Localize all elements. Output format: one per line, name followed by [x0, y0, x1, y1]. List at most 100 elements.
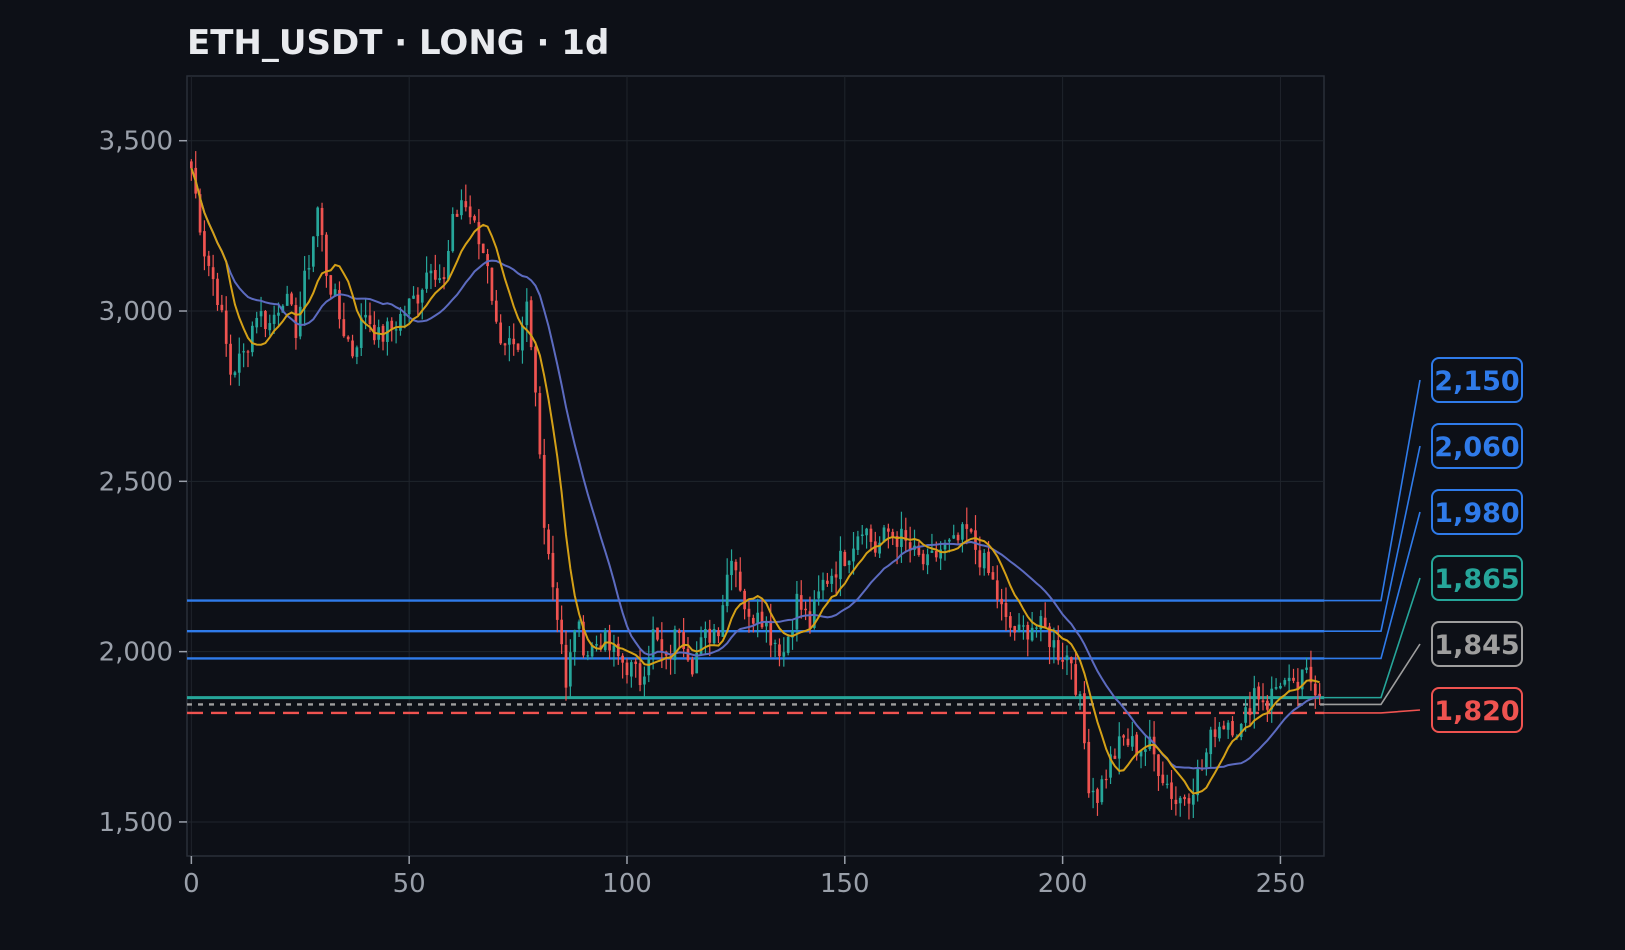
candle-body	[399, 314, 402, 331]
candle-body	[930, 550, 934, 553]
candle-up	[821, 572, 825, 602]
candle-up	[573, 629, 577, 666]
candle-down	[734, 559, 738, 588]
candle-up	[791, 619, 794, 650]
candle-body	[1187, 798, 1191, 804]
candle-down	[342, 302, 346, 338]
candle-body	[490, 267, 494, 301]
candle-down	[468, 195, 472, 225]
candle-down	[978, 536, 982, 576]
candle-up	[420, 288, 424, 320]
candle-down	[246, 349, 250, 368]
candle-down	[477, 209, 481, 260]
candle-body	[865, 528, 868, 536]
candle-body	[1000, 598, 1003, 605]
candle-body	[978, 550, 982, 568]
candle-down	[1008, 612, 1012, 637]
candle-up	[1117, 722, 1121, 775]
candle-down	[529, 296, 533, 351]
candle-body	[259, 311, 263, 317]
candle-body	[734, 561, 738, 571]
candle-body	[460, 200, 463, 216]
candle-up	[773, 639, 777, 658]
candle-up	[817, 575, 821, 606]
candle-down	[494, 290, 498, 324]
candle-body	[216, 278, 219, 306]
candle-body	[1017, 624, 1021, 632]
candle-body	[969, 529, 973, 532]
candle-down	[481, 243, 485, 254]
x-tick-label: 200	[1038, 869, 1088, 899]
candle-body	[1026, 624, 1030, 640]
candle-down	[1026, 621, 1030, 657]
candle-up	[233, 370, 237, 378]
candle-body	[320, 207, 324, 235]
candle-body	[255, 317, 259, 328]
candle-body	[612, 645, 616, 652]
candle-down	[616, 636, 620, 665]
candle-body	[1065, 655, 1069, 661]
plot-area	[186, 75, 1325, 857]
candle-body	[765, 621, 768, 627]
x-tick-label: 150	[820, 869, 870, 899]
candle-body	[690, 659, 694, 675]
candle-body	[782, 652, 786, 657]
candle-up	[1218, 722, 1221, 742]
candle-body	[355, 347, 359, 357]
candle-up	[952, 524, 956, 540]
candle-down	[826, 572, 829, 587]
candle-down	[743, 588, 746, 620]
y-tick-label: 3,500	[99, 127, 173, 157]
candle-body	[921, 553, 925, 565]
candle-up	[447, 239, 450, 282]
level-label-box-tp1	[1431, 489, 1523, 535]
candle-body	[1013, 626, 1017, 633]
candle-up	[712, 623, 716, 646]
candle-body	[547, 529, 550, 555]
candle-up	[730, 549, 733, 591]
candle-up	[1196, 759, 1200, 802]
candle-up	[982, 549, 986, 576]
candle-body	[290, 293, 293, 305]
candle-body	[751, 617, 755, 624]
level-connector-tp3	[1324, 379, 1421, 602]
candle-down	[1213, 717, 1217, 748]
candle-body	[965, 524, 969, 529]
candle-down	[220, 294, 224, 313]
candle-body	[760, 611, 764, 628]
candle-body	[1248, 708, 1252, 716]
candle-up	[961, 522, 964, 553]
candle-body	[1122, 735, 1125, 738]
candle-body	[1165, 783, 1169, 785]
candle-body	[529, 300, 533, 348]
candle-body	[246, 351, 250, 353]
candle-down	[1257, 682, 1261, 711]
candle-down	[503, 342, 507, 356]
candle-body	[795, 593, 799, 630]
candle-up	[429, 263, 433, 290]
candle-body	[1052, 640, 1056, 648]
candle-up	[242, 343, 245, 368]
candle-down	[843, 549, 847, 567]
candle-down	[1231, 716, 1234, 738]
candle-down	[638, 648, 642, 692]
candle-body	[468, 206, 472, 218]
candle-body	[264, 310, 267, 330]
candle-body	[1083, 693, 1086, 744]
candle-up	[298, 291, 302, 340]
candle-down	[1318, 683, 1321, 706]
candle-body	[821, 579, 825, 591]
candle-down	[203, 220, 206, 271]
candle-down	[969, 527, 973, 534]
candle-body	[595, 644, 598, 646]
candle-down	[229, 334, 232, 386]
level-label-box-entry	[1431, 555, 1523, 601]
candle-body	[1087, 741, 1091, 794]
candle-body	[1004, 603, 1008, 617]
candle-body	[268, 323, 272, 331]
candle-down	[974, 515, 977, 565]
candle-body	[325, 234, 328, 276]
candle-up	[1209, 726, 1213, 769]
candle-down	[1083, 681, 1086, 750]
candle-body	[695, 652, 699, 674]
